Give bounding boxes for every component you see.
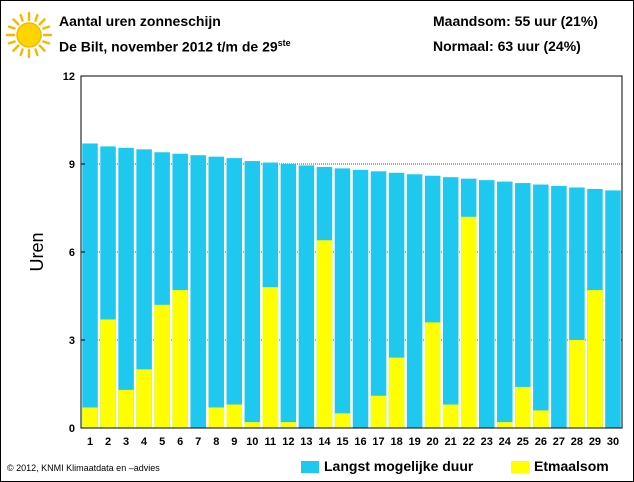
max-duration-bar-21	[442, 177, 459, 428]
x-tick-label-3: 3	[123, 436, 129, 448]
x-tick-label-20: 20	[427, 436, 439, 448]
daily-sum-bar-5	[154, 304, 170, 428]
chart-subtitle: De Bilt, november 2012 t/m de 29ste	[59, 38, 291, 55]
max-duration-bar-17	[370, 171, 387, 429]
daily-sum-bar-4	[136, 369, 152, 428]
y-tick-labels: 0 3 6 9 12	[63, 71, 85, 435]
subtitle-text: De Bilt, november 2012 t/m de 29	[59, 38, 278, 55]
max-duration-bar-7	[190, 155, 206, 428]
max-duration-bar-23	[478, 180, 495, 428]
daily-sum-bar-29	[587, 290, 603, 428]
max-duration-bar-3	[118, 147, 134, 428]
legend-label-daily-sum: Etmaalsom	[534, 458, 609, 474]
x-tick-label-1: 1	[87, 436, 93, 448]
max-duration-bar-30	[605, 190, 621, 428]
daily-sum-bar-26	[533, 410, 549, 428]
daily-sum-bar-15	[334, 413, 351, 428]
x-tick-label-14: 14	[318, 436, 331, 448]
max-duration-bar-16	[352, 169, 369, 428]
copyright-text: © 2012, KNMI Klimaatdata en –advies	[7, 463, 160, 473]
x-tick-label-9: 9	[231, 436, 237, 448]
x-tick-label-28: 28	[571, 436, 583, 448]
daily-sum-bar-8	[208, 407, 225, 428]
daily-sum-bar-17	[370, 395, 387, 428]
month-sum: Maandsom: 55 uur (21%)	[433, 13, 598, 29]
daily-sum-bar-9	[226, 404, 243, 428]
max-duration-bar-27	[551, 186, 567, 428]
daily-sum-bar-3	[118, 389, 134, 428]
legend-swatch-max-duration	[301, 461, 319, 473]
y-tick-label-0: 0	[69, 423, 75, 435]
max-duration-bar-13	[298, 165, 315, 428]
max-duration-bar-25	[515, 183, 531, 428]
plot-border	[80, 75, 623, 429]
x-tick-label-30: 30	[607, 436, 619, 448]
grid-lines	[81, 163, 622, 341]
daily-sum-bar-24	[497, 422, 513, 428]
max-duration-bar-15	[334, 168, 351, 428]
x-tick-label-22: 22	[463, 436, 475, 448]
daily-sum-bar-25	[515, 386, 531, 428]
x-tick-label-15: 15	[336, 436, 348, 448]
x-tick-label-26: 26	[535, 436, 547, 448]
max-duration-bar-8	[208, 156, 225, 428]
x-tick-label-8: 8	[213, 436, 219, 448]
daily-sum-bar-6	[172, 290, 188, 428]
max-duration-bar-1	[82, 143, 98, 428]
daily-sum-bar-12	[280, 422, 297, 428]
daily-sum-bar-10	[244, 422, 261, 428]
x-tick-label-16: 16	[354, 436, 366, 448]
max-duration-bar-26	[533, 184, 549, 428]
subtitle-superscript: ste	[277, 38, 291, 48]
legend-swatch-daily-sum	[511, 461, 529, 473]
x-tick-label-29: 29	[589, 436, 601, 448]
daily-sum-bar-21	[442, 404, 459, 428]
x-tick-label-10: 10	[246, 436, 258, 448]
x-tick-label-11: 11	[265, 436, 277, 448]
daily-sum-bar-18	[388, 357, 405, 428]
x-tick-label-19: 19	[408, 436, 420, 448]
x-tick-label-23: 23	[481, 436, 493, 448]
daily-sum-bar-20	[424, 322, 441, 428]
daily-sum-bar-28	[569, 340, 585, 428]
sun-icon	[5, 11, 53, 59]
chart-title: Aantal uren zonneschijn	[59, 13, 221, 29]
x-tick-label-25: 25	[517, 436, 529, 448]
x-tick-label-5: 5	[159, 436, 165, 448]
x-tick-label-13: 13	[300, 436, 312, 448]
daily-sum-bar-14	[316, 240, 333, 428]
y-axis-label: Uren	[27, 232, 47, 271]
legend-label-max-duration: Langst mogelijke duur	[324, 458, 474, 474]
y-tick-label-3: 9	[69, 159, 75, 171]
x-tick-label-21: 21	[445, 436, 457, 448]
daily-sum-bar-22	[460, 216, 477, 428]
max-duration-bar-10	[244, 161, 261, 429]
x-tick-label-12: 12	[282, 436, 294, 448]
max-duration-bar-19	[406, 174, 423, 428]
x-tick-label-7: 7	[195, 436, 201, 448]
max-duration-bar-9	[226, 158, 243, 428]
y-tick-label-2: 6	[69, 247, 75, 259]
normal-value: Normaal: 63 uur (24%)	[433, 38, 581, 54]
max-duration-bar-4	[136, 149, 152, 429]
max-duration-bar-24	[497, 181, 513, 428]
daily-sum-bars	[82, 216, 603, 428]
daily-sum-bar-2	[100, 319, 116, 428]
x-tick-label-24: 24	[499, 436, 512, 448]
y-tick-label-4: 12	[63, 71, 75, 83]
x-tick-label-2: 2	[105, 436, 111, 448]
max-duration-bar-12	[280, 164, 297, 428]
x-tick-label-17: 17	[372, 436, 384, 448]
x-tick-label-18: 18	[390, 436, 402, 448]
y-tick-label-1: 3	[69, 335, 75, 347]
daily-sum-bar-11	[262, 287, 279, 428]
x-tick-label-6: 6	[177, 436, 183, 448]
daily-sum-bar-1	[82, 407, 98, 428]
x-tick-labels: 1 2 3 4 5 6 7 8 9 10 11 12 13 14 15 16 17 18 19 20 21 22 23 24 2…	[87, 436, 619, 448]
x-tick-label-27: 27	[553, 436, 565, 448]
x-tick-label-4: 4	[141, 436, 148, 448]
